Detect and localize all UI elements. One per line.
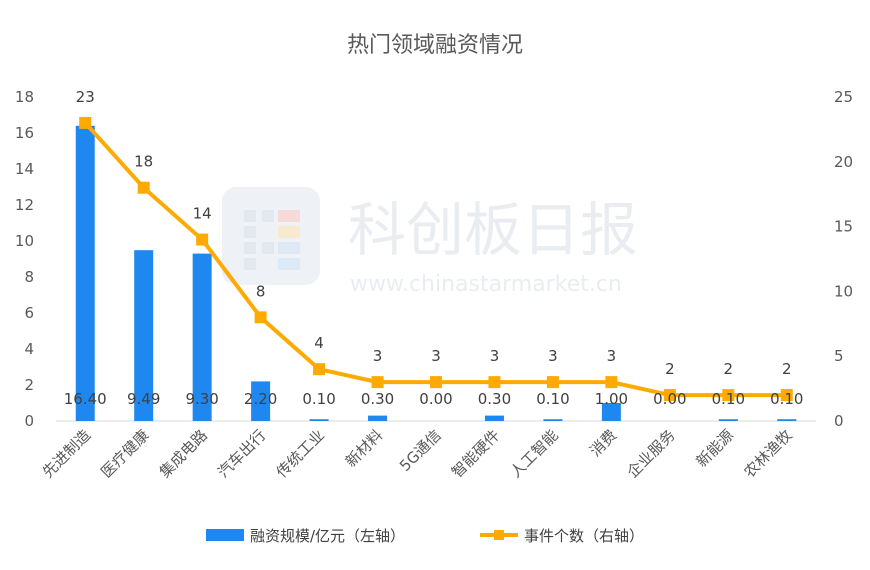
line-point <box>79 116 92 129</box>
category-label: 医疗健康 <box>97 426 152 481</box>
category-label: 5G通信 <box>396 426 445 475</box>
bar-data-label: 1.00 <box>595 390 628 408</box>
left-tick-label: 10 <box>15 232 34 250</box>
bar-data-label: 16.40 <box>64 390 107 408</box>
bar-data-label: 2.20 <box>244 390 277 408</box>
line-data-label: 2 <box>665 360 675 378</box>
left-tick-label: 18 <box>15 88 34 106</box>
line-data-label: 3 <box>431 347 441 365</box>
bar <box>309 419 329 421</box>
bar-series <box>75 125 797 422</box>
right-tick-label: 5 <box>834 347 844 365</box>
right-tick-label: 25 <box>834 88 853 106</box>
legend-bar-swatch <box>206 529 244 541</box>
line-data-label: 2 <box>782 360 792 378</box>
right-tick-label: 20 <box>834 153 853 171</box>
category-label: 农林渔牧 <box>740 426 795 481</box>
category-label: 企业服务 <box>624 426 679 481</box>
line-point <box>488 376 501 389</box>
bar <box>192 253 212 421</box>
watermark: 科创板日报 www.chinastarmarket.cn <box>222 187 638 297</box>
line-data-label: 8 <box>256 282 266 300</box>
bar <box>251 381 271 421</box>
line-point <box>663 389 676 402</box>
category-label: 传统工业 <box>273 426 328 481</box>
right-tick-label: 10 <box>834 282 853 300</box>
left-tick-label: 16 <box>15 124 34 142</box>
left-tick-label: 4 <box>24 340 34 358</box>
category-label: 汽车出行 <box>214 426 269 481</box>
line-point <box>137 181 150 194</box>
legend-bar-label: 融资规模/亿元（左轴） <box>250 527 405 545</box>
line-data-label: 2 <box>724 360 734 378</box>
legend-line-label: 事件个数（右轴） <box>524 527 644 545</box>
left-tick-label: 2 <box>24 376 34 394</box>
category-label: 新能源 <box>693 426 738 471</box>
category-label: 人工智能 <box>507 426 562 481</box>
bar-data-label: 9.30 <box>185 390 218 408</box>
line-data-label: 3 <box>490 347 500 365</box>
bar-data-label: 0.00 <box>653 390 686 408</box>
watermark-logo-icon <box>222 187 320 285</box>
left-tick-label: 6 <box>24 304 34 322</box>
line-point <box>430 376 442 389</box>
category-label: 消费 <box>586 426 620 460</box>
bar-data-label: 0.30 <box>478 390 511 408</box>
line-point <box>196 233 209 246</box>
line-data-label: 14 <box>193 205 212 223</box>
right-tick-label: 15 <box>834 218 853 236</box>
left-tick-label: 12 <box>15 196 34 214</box>
line-data-label: 4 <box>314 334 324 352</box>
right-tick-label: 0 <box>834 412 844 430</box>
line-data-label: 18 <box>134 153 153 171</box>
line-data-label: 23 <box>76 88 95 106</box>
bar <box>75 125 95 422</box>
category-label: 先进制造 <box>39 426 94 481</box>
line-point <box>780 389 793 402</box>
bar-data-label: 0.10 <box>712 390 745 408</box>
bar <box>484 415 504 421</box>
line-point <box>313 363 326 376</box>
category-label: 智能硬件 <box>448 426 503 481</box>
bar-data-label: 0.10 <box>302 390 335 408</box>
bar <box>543 419 563 421</box>
bar-data-label: 0.30 <box>361 390 394 408</box>
category-label: 集成电路 <box>156 426 211 481</box>
bar-data-labels: 16.40 9.49 9.30 2.20 0.10 0.30 0.00 0.30 0.10 1.0… <box>64 390 804 408</box>
watermark-brand: 科创板日报 <box>348 196 638 264</box>
line-point <box>722 389 735 402</box>
line-point <box>371 376 384 389</box>
line-point <box>546 376 559 389</box>
bar-data-label: 9.49 <box>127 390 160 408</box>
bar <box>777 419 797 421</box>
left-tick-label: 8 <box>24 268 34 286</box>
left-axis: 0 2 4 6 8 10 12 14 16 18 <box>15 88 34 430</box>
bar-data-label: 0.10 <box>770 390 803 408</box>
category-labels: 先进制造 医疗健康 集成电路 汽车出行 传统工业 新材料 5G通信 智能硬件 人工智能 消费 企业服… <box>39 426 796 481</box>
legend-line-marker <box>494 530 504 540</box>
right-axis: 0 5 10 15 20 25 <box>834 88 853 430</box>
line-data-label: 3 <box>548 347 558 365</box>
left-tick-label: 14 <box>15 160 34 178</box>
bar <box>368 415 388 421</box>
watermark-url: www.chinastarmarket.cn <box>350 272 622 297</box>
chart-title: 热门领域融资情况 <box>347 33 523 58</box>
line-point <box>254 311 267 324</box>
legend: 融资规模/亿元（左轴） 事件个数（右轴） <box>206 527 644 545</box>
left-tick-label: 0 <box>24 412 34 430</box>
bar-data-label: 0.10 <box>536 390 569 408</box>
line-point <box>605 376 618 389</box>
bar <box>134 250 154 421</box>
line-data-label: 3 <box>373 347 383 365</box>
line-data-labels: 23 18 14 8 4 3 3 3 3 3 2 2 2 <box>76 88 792 378</box>
line-data-label: 3 <box>607 347 617 365</box>
bar <box>601 403 621 421</box>
category-label: 新材料 <box>342 426 387 471</box>
bar-data-label: 0.00 <box>419 390 452 408</box>
bar <box>718 419 738 421</box>
line-series <box>79 116 793 402</box>
